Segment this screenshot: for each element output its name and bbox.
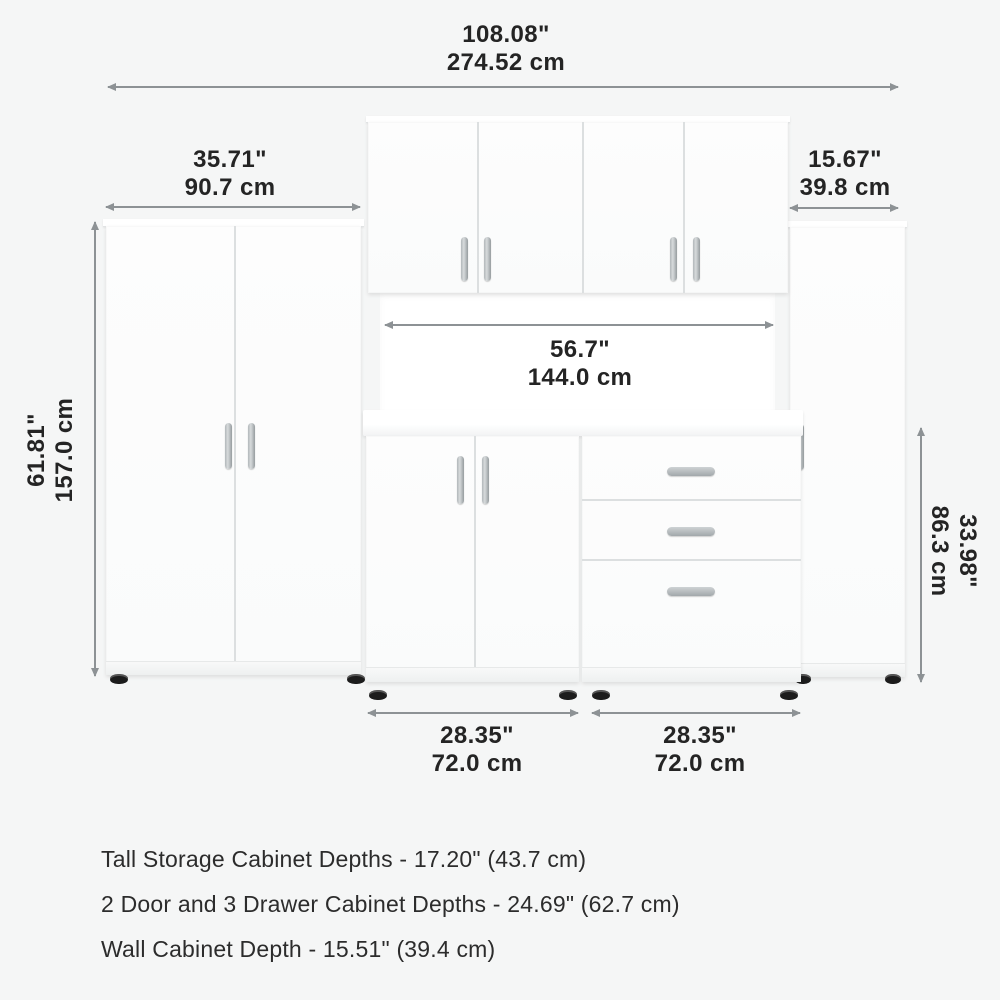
cabinet-foot [347, 674, 365, 684]
door-seam [683, 122, 685, 293]
door-handle-icon [248, 423, 255, 469]
cabinet-foot [885, 674, 901, 684]
dimension-cm: 39.8 cm [799, 174, 891, 201]
recess-back-panel [380, 292, 775, 414]
base-drawer-cabinet [582, 436, 801, 682]
base-door-cabinet [366, 436, 579, 682]
door-seam [474, 436, 476, 668]
tall-cabinet-width-arrow [105, 203, 361, 211]
dimension-inches: 108.08" [462, 21, 550, 48]
dimension-inches: 61.81" [23, 413, 50, 487]
dimension-inches: 15.67" [808, 146, 882, 173]
middle-span-label: 56.7" 144.0 cm [528, 336, 633, 392]
dimension-inches: 28.35" [440, 722, 514, 749]
cabinet-foot [795, 674, 811, 684]
note-tall-storage-depth: Tall Storage Cabinet Depths - 17.20" (43… [101, 846, 587, 872]
drawer-handle-icon [667, 467, 715, 476]
door-handle-icon [670, 237, 677, 281]
note-door-drawer-depth: 2 Door and 3 Drawer Cabinet Depths - 24.… [101, 891, 680, 917]
base-left-width-arrow [367, 709, 579, 717]
narrow-cabinet-width-arrow [789, 204, 899, 212]
dimension-cm: 157.0 cm [51, 397, 78, 503]
plinth [366, 667, 579, 682]
base-cabinet-height-arrow [917, 427, 925, 683]
left-tall-cabinet [103, 219, 365, 686]
tall-cabinet-height-arrow [91, 221, 99, 677]
cabinet-foot [592, 690, 610, 700]
dimension-cm: 90.7 cm [184, 174, 276, 201]
base-countertop [363, 410, 803, 436]
dimension-inches: 56.7" [549, 336, 611, 363]
cabinet-foot [110, 674, 128, 684]
dimension-cm: 72.0 cm [431, 750, 523, 777]
drawer-handle-icon [667, 527, 715, 536]
door-handle-icon [457, 456, 464, 504]
base-right-width-arrow [591, 709, 801, 717]
door-handle-icon [482, 456, 489, 504]
door-seam [477, 122, 479, 293]
tall-cabinet-height-label: 61.81" 157.0 cm [23, 398, 79, 503]
door-handle-icon [225, 423, 232, 469]
dimension-inches: 35.71" [193, 146, 267, 173]
base-cabinet-height-label: 33.98" 86.3 cm [925, 506, 981, 597]
plinth [106, 661, 361, 675]
right-tall-cabinet [786, 221, 907, 687]
dimension-cm: 144.0 cm [527, 364, 633, 391]
door-handle-icon [693, 237, 700, 281]
cabinet-foot [369, 690, 387, 700]
overall-width-arrow [107, 83, 899, 91]
tall-cabinet-width-label: 35.71" 90.7 cm [185, 146, 276, 202]
door-seam [234, 226, 236, 662]
note-wall-cabinet-depth: Wall Cabinet Depth - 15.51" (39.4 cm) [101, 936, 496, 962]
narrow-cabinet-width-label: 15.67" 39.8 cm [800, 146, 891, 202]
base-left-width-label: 28.35" 72.0 cm [432, 722, 523, 778]
wall-cabinet [366, 116, 790, 293]
dimension-cm: 86.3 cm [926, 505, 953, 597]
middle-span-arrow [384, 321, 774, 329]
drawer-seam [582, 559, 801, 561]
dimension-inches: 28.35" [663, 722, 737, 749]
dimension-inches: 33.98" [954, 514, 981, 588]
plinth [582, 667, 801, 682]
door-handle-icon [484, 237, 491, 281]
drawer-handle-icon [667, 587, 715, 596]
left-tall-cabinet-doors [106, 226, 361, 675]
right-tall-cabinet-door [790, 227, 905, 677]
dimension-cm: 72.0 cm [654, 750, 746, 777]
depth-notes: Tall Storage Cabinet Depths - 17.20" (43… [101, 837, 680, 972]
cabinet-foot [780, 690, 798, 700]
dimension-cm: 274.52 cm [446, 49, 566, 76]
door-handle-icon [461, 237, 468, 281]
wall-cabinet-doors [368, 122, 788, 293]
base-right-width-label: 28.35" 72.0 cm [655, 722, 746, 778]
cabinet-foot [559, 690, 577, 700]
door-seam [582, 122, 584, 293]
overall-width-label: 108.08" 274.52 cm [447, 21, 565, 77]
plinth [790, 663, 905, 677]
drawer-seam [582, 499, 801, 501]
